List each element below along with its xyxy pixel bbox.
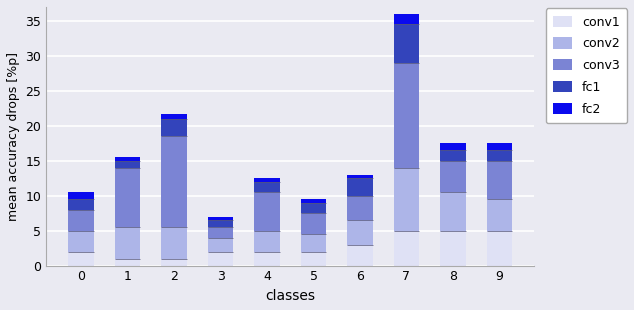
Bar: [208, 238, 233, 252]
Bar: [487, 150, 512, 161]
Bar: [301, 213, 327, 234]
Bar: [208, 220, 233, 227]
Bar: [347, 178, 373, 196]
Bar: [301, 203, 327, 213]
Bar: [394, 231, 419, 266]
Bar: [487, 231, 512, 266]
Bar: [162, 259, 187, 266]
Bar: [68, 199, 94, 210]
Bar: [440, 192, 466, 231]
Bar: [487, 199, 512, 231]
Legend: conv1, conv2, conv3, fc1, fc2: conv1, conv2, conv3, fc1, fc2: [545, 8, 627, 123]
Bar: [347, 196, 373, 220]
Bar: [254, 252, 280, 266]
Bar: [115, 161, 141, 168]
Bar: [208, 252, 233, 266]
Bar: [115, 259, 141, 266]
Bar: [115, 168, 141, 227]
Bar: [162, 227, 187, 259]
Bar: [162, 136, 187, 227]
Bar: [347, 245, 373, 266]
Bar: [68, 231, 94, 252]
Y-axis label: mean accuracy drops [%p]: mean accuracy drops [%p]: [7, 52, 20, 221]
Bar: [487, 143, 512, 150]
Bar: [487, 161, 512, 199]
Bar: [254, 231, 280, 252]
X-axis label: classes: classes: [265, 289, 315, 303]
Bar: [440, 231, 466, 266]
Bar: [254, 178, 280, 182]
Bar: [68, 192, 94, 199]
Bar: [394, 24, 419, 63]
Bar: [68, 210, 94, 231]
Bar: [208, 217, 233, 220]
Bar: [162, 119, 187, 136]
Bar: [301, 199, 327, 203]
Bar: [301, 252, 327, 266]
Bar: [440, 161, 466, 192]
Bar: [301, 234, 327, 252]
Bar: [394, 14, 419, 24]
Bar: [254, 182, 280, 192]
Bar: [162, 114, 187, 119]
Bar: [347, 175, 373, 178]
Bar: [440, 150, 466, 161]
Bar: [115, 157, 141, 161]
Bar: [115, 227, 141, 259]
Bar: [254, 192, 280, 231]
Bar: [394, 168, 419, 231]
Bar: [208, 227, 233, 238]
Bar: [440, 143, 466, 150]
Bar: [394, 63, 419, 168]
Bar: [347, 220, 373, 245]
Bar: [68, 252, 94, 266]
